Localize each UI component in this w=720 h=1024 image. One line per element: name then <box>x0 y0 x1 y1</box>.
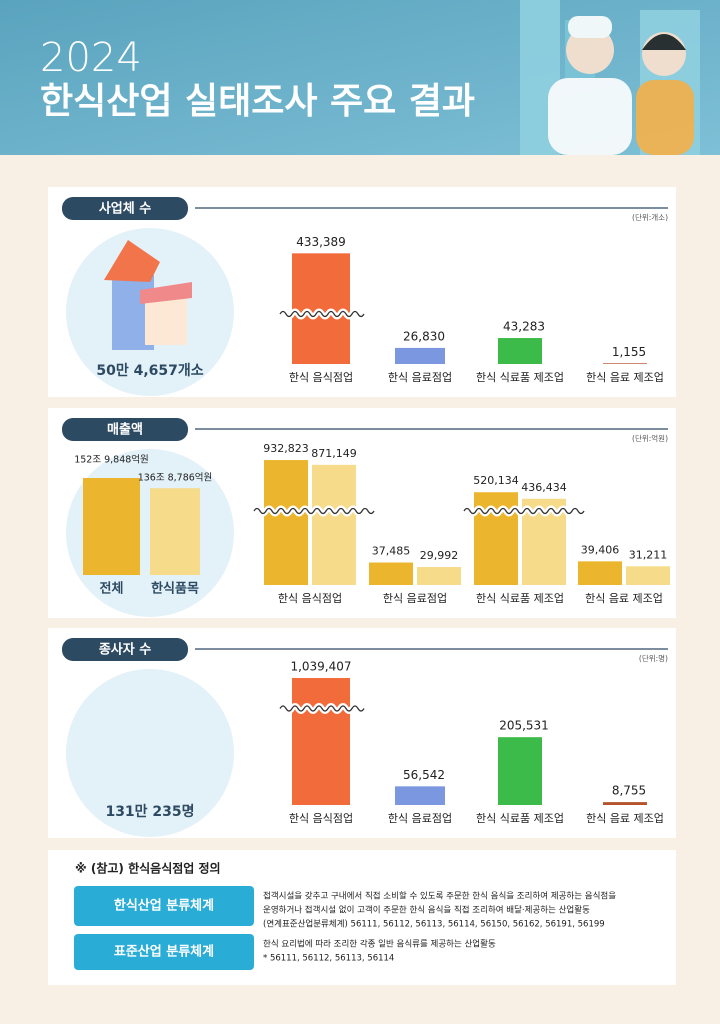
category-label: 한식 식료품 제조업 <box>476 812 564 825</box>
section-title: 종사자 수 <box>99 642 151 658</box>
note-label-box <box>74 886 254 926</box>
category-label: 한식 음료점업 <box>383 592 447 605</box>
bar <box>369 562 413 585</box>
category-label: 한식 음식점업 <box>289 812 353 825</box>
value-label: 520,134 <box>473 474 519 487</box>
bar <box>312 464 356 585</box>
axis-break <box>279 705 365 712</box>
bar <box>603 802 647 805</box>
series-name: 한식품목 <box>151 581 199 597</box>
bar <box>498 338 542 364</box>
bar <box>626 566 670 585</box>
value-label: 26,830 <box>403 329 445 343</box>
unit-label: (단위:개소) <box>632 212 668 222</box>
bar <box>292 253 350 364</box>
section-title: 매출액 <box>107 422 143 438</box>
category-label: 한식 음료점업 <box>388 812 452 825</box>
category-label: 한식 음료점업 <box>388 371 452 384</box>
series-name: 전체 <box>100 581 124 597</box>
value-label: 37,485 <box>372 545 411 558</box>
value-label: 29,992 <box>420 549 459 562</box>
category-label: 한식 음식점업 <box>289 371 353 384</box>
unit-label: (단위:억원) <box>632 433 668 443</box>
value-label: 39,406 <box>581 543 620 556</box>
value-label: 871,149 <box>311 447 357 460</box>
bar <box>578 561 622 585</box>
value-label: 43,283 <box>503 320 545 334</box>
value-label: 56,542 <box>403 768 445 782</box>
header-title: 한식산업 실태조사 주요 결과 <box>40 81 475 122</box>
note-label: 한식산업 분류체계 <box>114 898 214 914</box>
note-text: 한식 요리법에 따라 조리한 각종 일반 음식류를 제공하는 산업활동 <box>263 939 496 950</box>
total-bar <box>150 488 200 575</box>
section-pill <box>62 418 188 441</box>
section-title: 사업체 수 <box>99 201 151 217</box>
section-pill <box>62 197 188 220</box>
category-label: 한식 식료품 제조업 <box>476 592 564 605</box>
value-label: 8,755 <box>612 784 646 798</box>
decor-circle <box>66 669 234 837</box>
building-icon <box>104 240 192 350</box>
category-label: 한식 음료 제조업 <box>585 592 663 605</box>
unit-label: (단위:명) <box>639 653 668 663</box>
note-text: 운영하거나 접객시설 없이 고객이 주문한 한식 음식을 직접 조리하여 배달·… <box>263 905 590 916</box>
note-label: 표준산업 분류체계 <box>114 944 214 960</box>
total-value-label: 152조 9,848억원 <box>74 454 149 466</box>
axis-break <box>463 507 585 515</box>
total-label: 131만 235명 <box>105 803 194 820</box>
bar <box>264 460 308 585</box>
value-label: 31,211 <box>629 548 668 561</box>
bar <box>395 786 445 805</box>
header-illustration <box>520 0 700 155</box>
category-label: 한식 음료 제조업 <box>586 371 664 384</box>
section-pill <box>62 638 188 661</box>
note-title: ※ (참고) 한식음식점업 정의 <box>75 861 221 876</box>
value-label: 1,155 <box>612 345 646 359</box>
category-label: 한식 음료 제조업 <box>586 812 664 825</box>
total-value-label: 136조 8,786억원 <box>138 472 213 484</box>
value-label: 436,434 <box>521 481 567 494</box>
bar <box>292 677 350 805</box>
header-year: 2024 <box>40 35 142 81</box>
bar <box>417 567 461 585</box>
bar <box>395 347 445 364</box>
value-label: 932,823 <box>263 442 309 455</box>
note-text: * 56111, 56112, 56113, 56114 <box>263 954 394 964</box>
note-text: (연계표준산업분류체계) 56111, 56112, 56113, 56114,… <box>263 919 605 930</box>
axis-break <box>253 507 375 515</box>
bar <box>498 737 542 805</box>
note-text: 접객시설을 갖추고 구내에서 직접 소비할 수 있도록 주문한 한식 음식을 조… <box>263 891 616 902</box>
value-label: 205,531 <box>499 719 549 733</box>
axis-break <box>279 310 365 318</box>
note-label-box <box>74 934 254 970</box>
bar <box>603 363 647 364</box>
total-bar <box>83 478 140 575</box>
category-label: 한식 식료품 제조업 <box>476 371 564 384</box>
value-label: 1,039,407 <box>290 659 351 673</box>
total-label: 50만 4,657개소 <box>96 363 203 379</box>
value-label: 433,389 <box>296 235 346 249</box>
category-label: 한식 음식점업 <box>278 592 342 605</box>
